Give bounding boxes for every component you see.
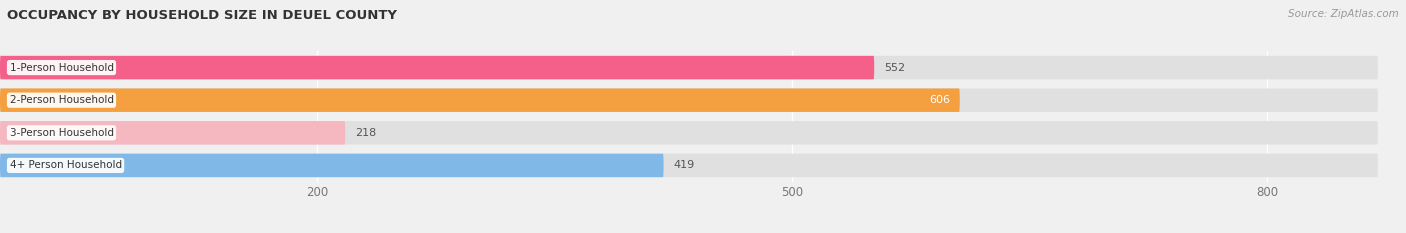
Text: OCCUPANCY BY HOUSEHOLD SIZE IN DEUEL COUNTY: OCCUPANCY BY HOUSEHOLD SIZE IN DEUEL COU… [7,9,396,22]
Text: 1-Person Household: 1-Person Household [10,63,114,72]
Text: Source: ZipAtlas.com: Source: ZipAtlas.com [1288,9,1399,19]
FancyBboxPatch shape [0,121,346,144]
Text: 606: 606 [929,95,950,105]
Text: 419: 419 [673,161,695,170]
FancyBboxPatch shape [0,121,1378,144]
Text: 4+ Person Household: 4+ Person Household [10,161,122,170]
FancyBboxPatch shape [0,89,1378,112]
FancyBboxPatch shape [0,154,664,177]
Text: 218: 218 [354,128,375,138]
FancyBboxPatch shape [0,56,875,79]
Text: 2-Person Household: 2-Person Household [10,95,114,105]
Text: 3-Person Household: 3-Person Household [10,128,114,138]
FancyBboxPatch shape [0,154,1378,177]
FancyBboxPatch shape [0,89,960,112]
FancyBboxPatch shape [0,56,1378,79]
Text: 552: 552 [884,63,905,72]
